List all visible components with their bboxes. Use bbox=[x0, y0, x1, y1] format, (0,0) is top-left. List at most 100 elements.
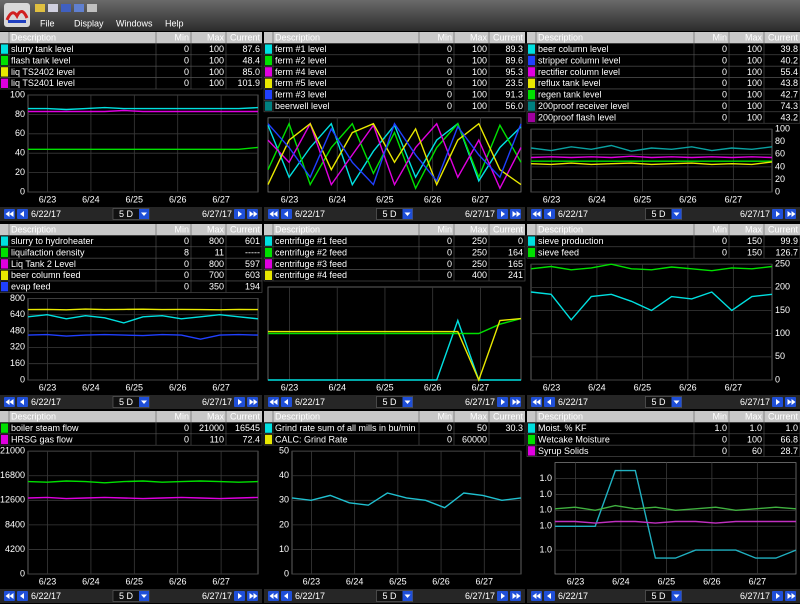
row-value: 56.0 bbox=[505, 101, 523, 111]
nav-button[interactable] bbox=[772, 209, 783, 219]
nav-button[interactable] bbox=[281, 397, 292, 407]
nav-button[interactable] bbox=[247, 591, 258, 601]
nav-button[interactable] bbox=[268, 397, 279, 407]
nav-button[interactable] bbox=[234, 209, 245, 219]
x-tick-label: 6/24 bbox=[612, 576, 630, 586]
nav-button[interactable] bbox=[531, 591, 542, 601]
span-value: 5 D bbox=[382, 397, 397, 407]
trend-line bbox=[268, 317, 522, 335]
nav-button[interactable] bbox=[17, 397, 28, 407]
plot-area bbox=[530, 263, 773, 381]
trend-line bbox=[28, 146, 259, 151]
nav-button[interactable] bbox=[544, 591, 555, 601]
legend-swatch bbox=[1, 44, 8, 54]
nav-button[interactable] bbox=[785, 209, 796, 219]
column-header: Description bbox=[538, 225, 583, 235]
table-row bbox=[526, 111, 800, 124]
y-tick-label: 50 bbox=[279, 446, 289, 456]
nav-button[interactable] bbox=[17, 591, 28, 601]
nav-button[interactable] bbox=[544, 397, 555, 407]
row-value: 42.7 bbox=[780, 90, 798, 100]
row-value: 0 bbox=[447, 423, 452, 433]
nav-button[interactable] bbox=[234, 397, 245, 407]
trend-line bbox=[27, 313, 259, 324]
nav-button[interactable] bbox=[785, 397, 796, 407]
nav-arrow bbox=[536, 399, 541, 405]
legend-swatch bbox=[1, 282, 8, 292]
row-value: 100 bbox=[747, 434, 762, 444]
row-value: 48.4 bbox=[242, 55, 260, 65]
nav-button[interactable] bbox=[497, 591, 508, 601]
toolbar-icons[interactable] bbox=[35, 4, 97, 12]
y-tick-label: 40 bbox=[15, 148, 25, 158]
row-description: beerwell level bbox=[275, 101, 330, 111]
nav-button[interactable] bbox=[510, 209, 521, 219]
row-value: 99.9 bbox=[780, 236, 798, 246]
nav-button[interactable] bbox=[281, 209, 292, 219]
row-description: ferm #1 level bbox=[275, 44, 327, 54]
nav-button[interactable] bbox=[785, 591, 796, 601]
nav-button[interactable] bbox=[531, 397, 542, 407]
nav-button[interactable] bbox=[247, 397, 258, 407]
row-value: 164 bbox=[508, 247, 523, 257]
nav-button[interactable] bbox=[772, 591, 783, 601]
row-value: 100 bbox=[472, 90, 487, 100]
y-tick-label: 80 bbox=[15, 109, 25, 119]
legend-swatch bbox=[1, 423, 8, 433]
nav-button[interactable] bbox=[4, 591, 15, 601]
y-tick-label: 640 bbox=[10, 309, 25, 319]
nav-button[interactable] bbox=[497, 397, 508, 407]
y-tick-label: 10 bbox=[279, 544, 289, 554]
dropdown-arrow bbox=[404, 594, 411, 598]
nav-button[interactable] bbox=[4, 209, 15, 219]
column-header: Current bbox=[768, 225, 799, 235]
nav-button[interactable] bbox=[268, 209, 279, 219]
row-value: 0 bbox=[184, 434, 189, 444]
x-tick-label: 6/25 bbox=[658, 576, 676, 586]
nav-button[interactable] bbox=[497, 209, 508, 219]
legend-swatch bbox=[528, 101, 535, 111]
start-date: 6/22/17 bbox=[558, 209, 588, 219]
legend-swatch bbox=[265, 259, 272, 269]
nav-button[interactable] bbox=[268, 591, 279, 601]
nav-button[interactable] bbox=[544, 209, 555, 219]
menu-item[interactable]: File bbox=[40, 18, 55, 28]
row-description: reflux tank level bbox=[538, 78, 601, 88]
x-tick-label: 6/26 bbox=[679, 382, 697, 392]
nav-arrow bbox=[5, 211, 10, 217]
nav-button[interactable] bbox=[772, 397, 783, 407]
menu-item[interactable]: Help bbox=[165, 18, 184, 28]
x-tick-label: 6/26 bbox=[679, 194, 697, 204]
trend-line bbox=[268, 317, 522, 382]
y-tick-label: 150 bbox=[775, 305, 790, 315]
nav-arrow bbox=[238, 211, 242, 217]
row-value: ----- bbox=[245, 247, 260, 257]
row-value: 0 bbox=[518, 236, 523, 246]
column-header: Current bbox=[493, 225, 524, 235]
nav-arrow bbox=[516, 593, 521, 599]
nav-button[interactable] bbox=[4, 397, 15, 407]
x-tick-label: 6/27 bbox=[212, 382, 230, 392]
y-tick-label: 21000 bbox=[0, 446, 25, 456]
nav-button[interactable] bbox=[510, 397, 521, 407]
y-tick-label: 800 bbox=[10, 293, 25, 303]
column-header: Current bbox=[230, 225, 261, 235]
row-value: 100 bbox=[209, 55, 224, 65]
y-tick-label: 50 bbox=[775, 351, 785, 361]
nav-button[interactable] bbox=[510, 591, 521, 601]
nav-button[interactable] bbox=[247, 209, 258, 219]
row-value: 66.8 bbox=[780, 434, 798, 444]
y-tick-label: 1.0 bbox=[539, 545, 552, 555]
menu-item[interactable]: Display bbox=[74, 18, 104, 28]
row-value: 0 bbox=[447, 236, 452, 246]
row-value: 16545 bbox=[235, 423, 260, 433]
nav-button[interactable] bbox=[531, 209, 542, 219]
row-description: ferm #4 level bbox=[275, 67, 327, 77]
nav-button[interactable] bbox=[281, 591, 292, 601]
nav-button[interactable] bbox=[17, 209, 28, 219]
trend-line bbox=[530, 144, 773, 152]
table-header bbox=[0, 224, 262, 236]
menu-item[interactable]: Windows bbox=[116, 18, 153, 28]
row-value: 0 bbox=[184, 259, 189, 269]
nav-button[interactable] bbox=[234, 591, 245, 601]
